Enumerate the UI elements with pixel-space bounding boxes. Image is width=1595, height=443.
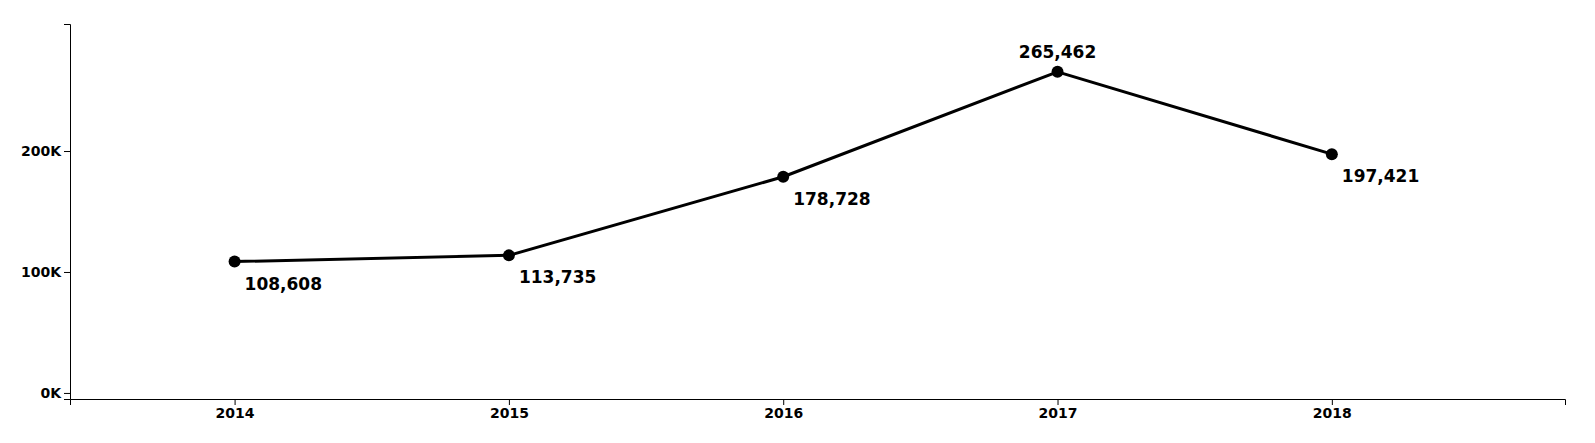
tick: 2016: [764, 399, 803, 421]
line: [235, 72, 1332, 262]
data-label: 265,462: [1019, 42, 1096, 62]
tick-label: 2018: [1313, 405, 1352, 421]
data-labels: 108,608 113,735 178,728 265,462 197,421: [245, 42, 1420, 294]
tick-label: 100K: [21, 264, 62, 280]
point: [1326, 148, 1338, 160]
tick-label: 200K: [21, 143, 62, 159]
tick-label: 2016: [764, 405, 803, 421]
chart: 2014 2015 2016 2017 2018 0K 100K 200K 108,608 113…: [0, 0, 1595, 443]
tick-label: 2014: [216, 405, 255, 421]
data-label: 197,421: [1342, 166, 1419, 186]
tick-mark: [64, 272, 70, 273]
data-label: 113,735: [519, 267, 596, 287]
y-axis: 0K 100K 200K: [21, 25, 71, 401]
tick: 2015: [490, 399, 529, 421]
x-axis: 2014 2015 2016 2017 2018: [71, 399, 1566, 421]
data-label: 108,608: [245, 274, 322, 294]
axis-line: [64, 25, 71, 400]
point: [503, 249, 515, 261]
plot: 2014 2015 2016 2017 2018 0K 100K 200K 108,608 113…: [21, 25, 1566, 421]
tick: 100K: [21, 264, 70, 280]
tick: 2017: [1039, 399, 1078, 421]
tick: 0K: [40, 385, 70, 401]
point: [777, 171, 789, 183]
tick-label: 2017: [1039, 405, 1078, 421]
tick-label: 0K: [40, 385, 62, 401]
point: [1052, 66, 1064, 78]
data-label: 178,728: [793, 189, 870, 209]
tick: 2014: [216, 399, 255, 421]
tick: 2018: [1313, 399, 1352, 421]
tick-mark: [64, 151, 70, 152]
tick: 200K: [21, 143, 70, 159]
marks: [229, 66, 1338, 268]
tick-mark: [64, 393, 70, 394]
point: [229, 256, 241, 268]
tick-label: 2015: [490, 405, 529, 421]
